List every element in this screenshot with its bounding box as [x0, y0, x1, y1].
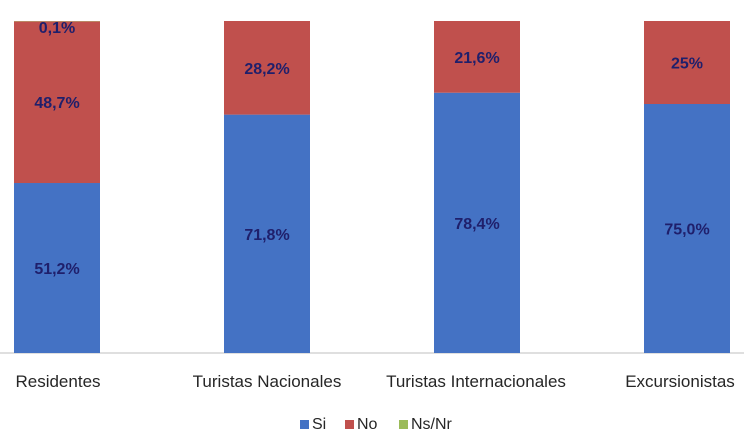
bar-turistas-nacionales-no — [224, 21, 310, 115]
bar-turistas-internacionales-si — [434, 92, 520, 353]
legend-swatch-si — [300, 420, 309, 429]
data-label-turistas-nacionales-si: 71,8% — [244, 227, 289, 244]
bar-turistas-nacionales-si — [224, 114, 310, 354]
category-label-turistas-nacionales: Turistas Nacionales — [193, 372, 342, 391]
data-labels-group: 51,2% 48,7% 0,1% 71,8% 28,2% 78,4% 21,6% 75,0% 2… — [34, 20, 709, 278]
legend-swatch-ns-nr — [399, 420, 408, 429]
legend-label-no: No — [357, 416, 378, 433]
category-label-residentes: Residentes — [15, 372, 100, 391]
category-label-turistas-internacionales: Turistas Internacionales — [386, 372, 566, 391]
bar-excursionistas-si — [644, 104, 730, 353]
data-label-residentes-ns-nr: 0,1% — [39, 20, 75, 37]
data-label-turistas-internacionales-si: 78,4% — [454, 216, 499, 233]
legend: Si No Ns/Nr — [300, 416, 453, 433]
data-label-residentes-si: 51,2% — [34, 261, 79, 278]
legend-label-si: Si — [312, 416, 326, 433]
legend-label-ns-nr: Ns/Nr — [411, 416, 453, 433]
bar-residentes-no — [14, 21, 100, 184]
bar-turistas-internacionales-no — [434, 21, 520, 93]
data-label-residentes-no: 48,7% — [34, 95, 79, 112]
data-label-excursionistas-no: 25% — [671, 56, 703, 73]
category-labels-group: Residentes Turistas Nacionales Turistas In… — [15, 372, 734, 391]
bars-group — [14, 21, 730, 354]
legend-swatch-no — [345, 420, 354, 429]
data-label-turistas-internacionales-no: 21,6% — [454, 50, 499, 67]
bar-excursionistas-no — [644, 21, 730, 104]
category-label-excursionistas: Excursionistas — [625, 372, 735, 391]
data-label-excursionistas-si: 75,0% — [664, 222, 709, 239]
data-label-turistas-nacionales-no: 28,2% — [244, 61, 289, 78]
bar-residentes-si — [14, 183, 100, 353]
